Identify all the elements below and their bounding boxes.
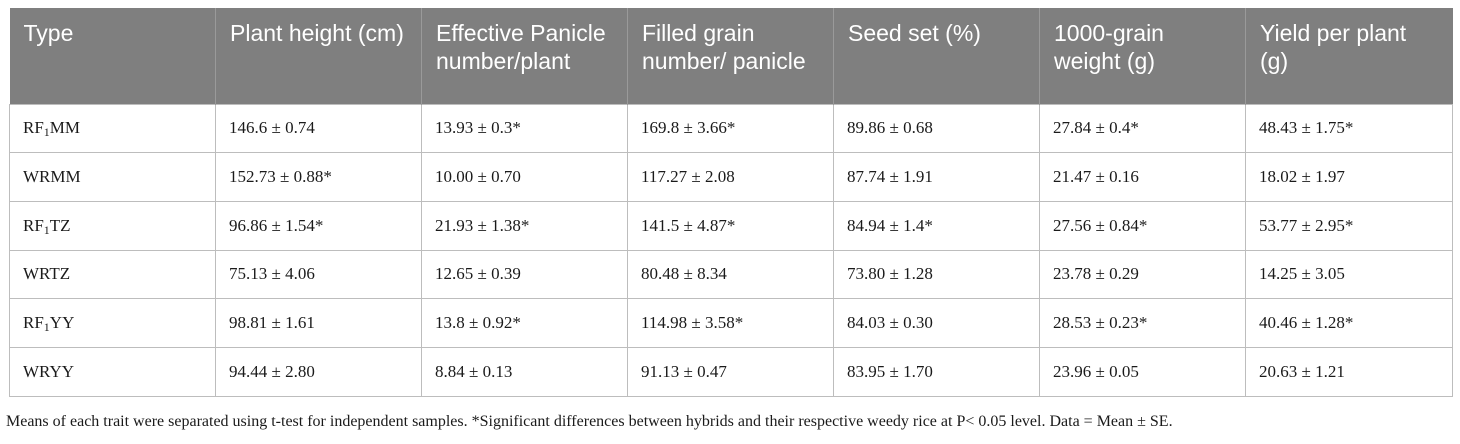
table-cell: 48.43 ± 1.75* bbox=[1245, 103, 1453, 154]
table-row: WRMM 152.73 ± 0.88* 10.00 ± 0.70 117.27 ± 2… bbox=[9, 152, 1453, 202]
cell-type: RF1MM bbox=[9, 103, 216, 154]
table-cell: 87.74 ± 1.91 bbox=[833, 152, 1040, 202]
header-plant-height: Plant height (cm) bbox=[215, 8, 422, 104]
table-cell: 96.86 ± 1.54* bbox=[215, 200, 422, 251]
type-suffix: TZ bbox=[49, 215, 71, 235]
table-cell: 27.84 ± 0.4* bbox=[1039, 103, 1246, 154]
type-subscript: 1 bbox=[43, 320, 50, 335]
table-cell: 14.25 ± 3.05 bbox=[1245, 249, 1453, 300]
header-grain-weight: 1000-grain weight (g) bbox=[1039, 8, 1246, 104]
table-cell: 89.86 ± 0.68 bbox=[833, 103, 1040, 154]
table-cell: 21.93 ± 1.38* bbox=[421, 200, 628, 251]
header-yield: Yield per plant (g) bbox=[1245, 8, 1453, 104]
table-cell: 20.63 ± 1.21 bbox=[1245, 346, 1453, 397]
table-cell: 146.6 ± 0.74 bbox=[215, 103, 422, 154]
table-row: RF1MM 146.6 ± 0.74 13.93 ± 0.3* 169.8 ± 3.6… bbox=[9, 103, 1453, 154]
cell-type: RF1TZ bbox=[9, 200, 216, 251]
table-cell: 141.5 ± 4.87* bbox=[627, 200, 834, 251]
type-prefix: WRYY bbox=[23, 361, 74, 381]
table-cell: 84.94 ± 1.4* bbox=[833, 200, 1040, 251]
table-cell: 8.84 ± 0.13 bbox=[421, 346, 628, 397]
table-cell: 169.8 ± 3.66* bbox=[627, 103, 834, 154]
type-prefix: WRTZ bbox=[23, 264, 71, 284]
table-cell: 83.95 ± 1.70 bbox=[833, 346, 1040, 397]
type-prefix: RF bbox=[23, 313, 44, 333]
table-cell: 10.00 ± 0.70 bbox=[421, 152, 628, 202]
table-cell: 73.80 ± 1.28 bbox=[833, 249, 1040, 300]
table-cell: 152.73 ± 0.88* bbox=[215, 152, 422, 202]
table-cell: 53.77 ± 2.95* bbox=[1245, 200, 1453, 251]
type-subscript: 1 bbox=[43, 222, 50, 237]
table-cell: 18.02 ± 1.97 bbox=[1245, 152, 1453, 202]
type-subscript: 1 bbox=[43, 125, 50, 140]
type-suffix: YY bbox=[49, 313, 75, 333]
table-cell: 80.48 ± 8.34 bbox=[627, 249, 834, 300]
table-cell: 23.96 ± 0.05 bbox=[1039, 346, 1246, 397]
type-suffix: MM bbox=[49, 118, 81, 138]
table-row: RF1YY 98.81 ± 1.61 13.8 ± 0.92* 114.98 ± 3.… bbox=[9, 298, 1453, 348]
table-cell: 27.56 ± 0.84* bbox=[1039, 200, 1246, 251]
data-table: Type Plant height (cm) Effective Panicle… bbox=[9, 8, 1453, 397]
type-prefix: RF bbox=[23, 118, 44, 138]
cell-type: WRTZ bbox=[9, 249, 216, 300]
table-cell: 28.53 ± 0.23* bbox=[1039, 298, 1246, 348]
table-cell: 13.93 ± 0.3* bbox=[421, 103, 628, 154]
header-seed-set: Seed set (%) bbox=[833, 8, 1040, 104]
table-cell: 94.44 ± 2.80 bbox=[215, 346, 422, 397]
table-cell: 23.78 ± 0.29 bbox=[1039, 249, 1246, 300]
table-cell: 98.81 ± 1.61 bbox=[215, 298, 422, 348]
cell-type: WRYY bbox=[9, 346, 216, 397]
table-footnote: Means of each trait were separated using… bbox=[6, 413, 1173, 430]
type-prefix: WRMM bbox=[23, 167, 81, 187]
table-cell: 117.27 ± 2.08 bbox=[627, 152, 834, 202]
table-header-row: Type Plant height (cm) Effective Panicle… bbox=[9, 8, 1453, 104]
table-row: WRTZ 75.13 ± 4.06 12.65 ± 0.39 80.48 ± 8.34… bbox=[9, 249, 1453, 300]
header-effective-panicle: Effective Panicle number/plant bbox=[421, 8, 628, 104]
table-cell: 75.13 ± 4.06 bbox=[215, 249, 422, 300]
table-row: WRYY 94.44 ± 2.80 8.84 ± 0.13 91.13 ± 0.47 8… bbox=[9, 346, 1453, 397]
table-cell: 13.8 ± 0.92* bbox=[421, 298, 628, 348]
table-row: RF1TZ 96.86 ± 1.54* 21.93 ± 1.38* 141.5 ± 4… bbox=[9, 200, 1453, 251]
cell-type: WRMM bbox=[9, 152, 216, 202]
table-cell: 21.47 ± 0.16 bbox=[1039, 152, 1246, 202]
table-cell: 84.03 ± 0.30 bbox=[833, 298, 1040, 348]
cell-type: RF1YY bbox=[9, 298, 216, 348]
table-cell: 12.65 ± 0.39 bbox=[421, 249, 628, 300]
table-cell: 40.46 ± 1.28* bbox=[1245, 298, 1453, 348]
table-cell: 114.98 ± 3.58* bbox=[627, 298, 834, 348]
type-prefix: RF bbox=[23, 215, 44, 235]
table-cell: 91.13 ± 0.47 bbox=[627, 346, 834, 397]
header-filled-grain: Filled grain number/ panicle bbox=[627, 8, 834, 104]
header-type: Type bbox=[9, 8, 216, 104]
